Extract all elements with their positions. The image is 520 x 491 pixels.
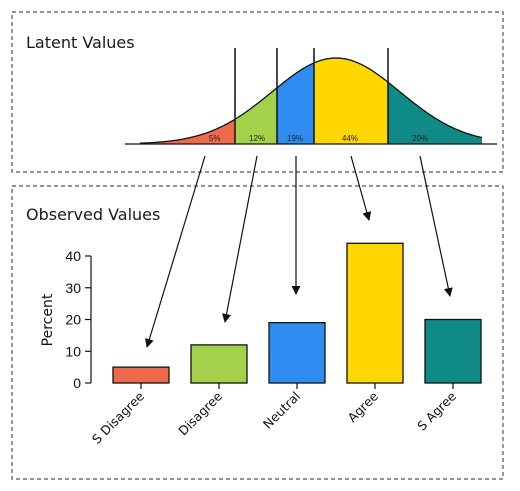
latent-percent-agree: 44% [342,134,358,143]
latent-region-agree [314,58,388,144]
y-tick-label: 0 [73,375,81,391]
bar-s-agree [424,318,482,384]
arrow-disagree [222,155,258,323]
latent-percent-s-agree: 20% [412,134,428,143]
x-tick-label: Disagree [175,388,225,438]
bar-neutral [268,322,326,384]
arrow-agree [350,155,372,221]
y-tick-label: 20 [65,312,81,328]
latent-percent-neutral: 19% [287,134,303,143]
latent-curve [139,57,483,144]
latent-region-s-agree [388,82,482,144]
x-tick-label: S Disagree [89,388,147,446]
observed-bar-chart: 0 10 20 30 40 S Disagree Disagree Neutral Agree… [40,242,482,447]
y-axis-label: Percent [40,293,56,346]
x-tick-label: Neutral [260,389,303,432]
x-tick-label: S Agree [414,388,459,433]
latent-region-s-disagree [140,119,235,144]
latent-region-neutral [277,62,314,144]
x-tick-label: Agree [345,388,382,425]
y-tick-label: 40 [65,248,81,264]
latent-percent-s-disagree: 5% [209,134,221,143]
mapping-arrows [145,155,453,348]
bar-s-disagree [112,366,170,384]
arrow-s-disagree [145,155,206,348]
bar-agree [346,242,404,384]
y-tick-label: 10 [65,343,81,359]
y-tick-label: 30 [65,280,81,296]
observed-panel [11,185,504,480]
latent-panel-title: Latent Values [26,33,135,52]
bar-disagree [190,344,248,384]
latent-percent-disagree: 12% [249,134,265,143]
arrow-s-agree [419,155,453,297]
latent-distribution: 5% 12% 19% 44% 20% [125,48,497,145]
latent-region-disagree [235,87,277,144]
latent-panel [11,11,504,173]
observed-panel-title: Observed Values [26,205,160,224]
